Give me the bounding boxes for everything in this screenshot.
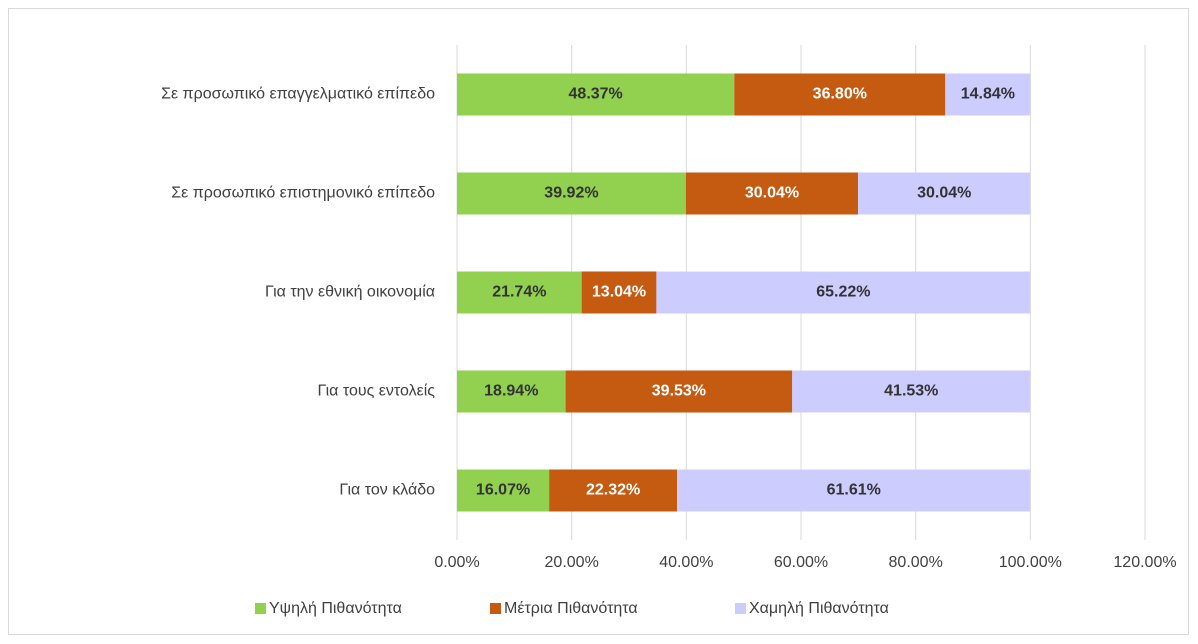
y-tick-label: Σε προσωπικό επαγγελματικό επίπεδο: [161, 86, 435, 103]
bar-segment: [565, 370, 793, 413]
bar-segment: [858, 172, 1031, 215]
bar-segment: [457, 469, 550, 512]
legend-label: Χαμηλή Πιθανότητα: [749, 600, 889, 617]
x-tick-label: 40.00%: [659, 554, 713, 571]
x-tick-label: 120.00%: [1113, 554, 1176, 571]
legend-label: Μέτρια Πιθανότητα: [504, 600, 638, 617]
x-tick-label: 80.00%: [889, 554, 943, 571]
data-label: 30.04%: [917, 185, 971, 202]
bar-segment: [457, 172, 686, 215]
data-label: 61.61%: [827, 482, 881, 499]
data-label: 39.53%: [652, 383, 706, 400]
data-label: 13.04%: [592, 284, 646, 301]
data-label: 48.37%: [569, 86, 623, 103]
bar-segment: [945, 73, 1031, 116]
bar-segment: [457, 271, 582, 314]
y-tick-label: Σε προσωπικό επιστημονικό επίπεδο: [171, 185, 435, 202]
bar-segment: [685, 172, 859, 215]
data-label: 30.04%: [745, 185, 799, 202]
data-label: 22.32%: [586, 482, 640, 499]
x-tick-label: 0.00%: [434, 554, 479, 571]
data-label: 16.07%: [476, 482, 530, 499]
legend-marker: [255, 603, 266, 614]
bar-segment: [656, 271, 1031, 314]
data-label: 39.92%: [544, 185, 598, 202]
data-label: 36.80%: [813, 86, 867, 103]
y-tick-label: Για τον κλάδο: [339, 482, 435, 499]
data-label: 21.74%: [492, 284, 546, 301]
legend-label: Υψηλή Πιθανότητα: [269, 600, 402, 617]
bar-segment: [457, 73, 735, 116]
data-label: 65.22%: [816, 284, 870, 301]
bar-segment: [734, 73, 946, 116]
data-label: 14.84%: [961, 86, 1015, 103]
bar-segment: [792, 370, 1031, 413]
data-label: 41.53%: [884, 383, 938, 400]
bar-segment: [677, 469, 1031, 512]
bar-segment: [581, 271, 657, 314]
x-tick-label: 20.00%: [545, 554, 599, 571]
y-tick-label: Για τους εντολείς: [318, 383, 436, 400]
x-tick-label: 60.00%: [774, 554, 828, 571]
legend-marker: [490, 603, 501, 614]
x-tick-label: 100.00%: [999, 554, 1062, 571]
legend-marker: [735, 603, 746, 614]
bar-segment: [457, 370, 566, 413]
data-label: 18.94%: [484, 383, 538, 400]
bar-segment: [549, 469, 678, 512]
y-tick-label: Για την εθνική οικονομία: [265, 284, 435, 301]
